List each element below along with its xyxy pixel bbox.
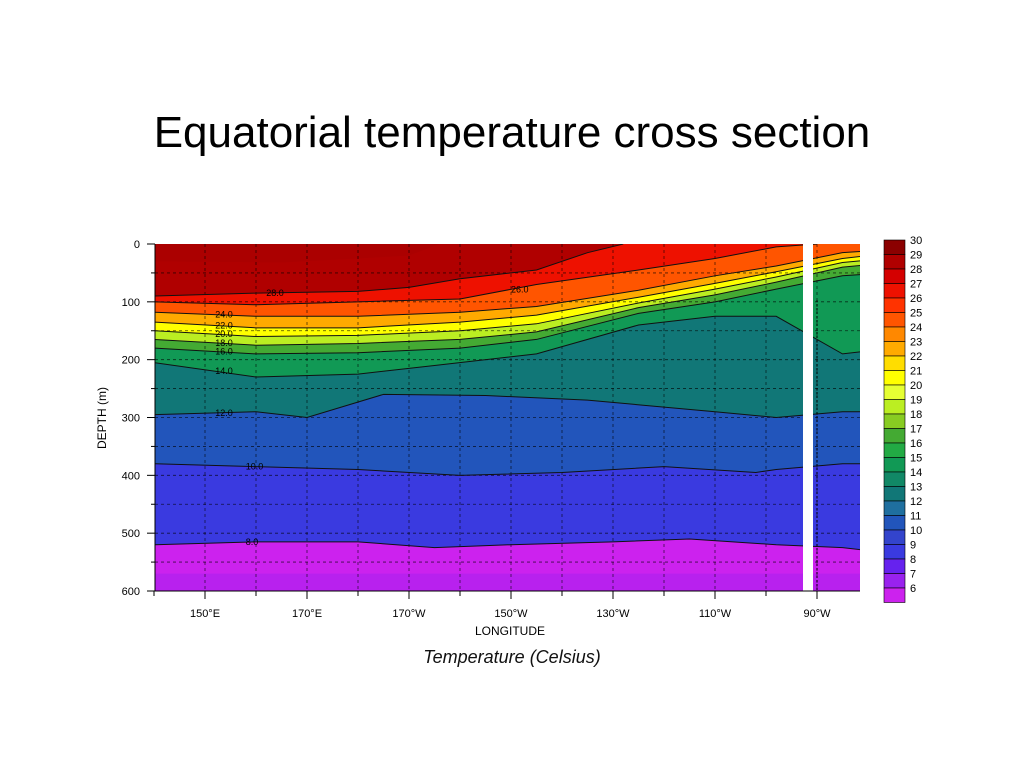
colorbar-label-12: 12 [910, 496, 922, 508]
colorbar-label-6: 6 [910, 583, 916, 595]
colorbar-swatch-29 [883, 254, 906, 270]
colorbar-label-9: 9 [910, 540, 916, 552]
x-tick-label: 90°W [803, 608, 831, 620]
isotherm-label-16: 16.0 [215, 347, 233, 357]
plot-gaps [803, 244, 872, 591]
colorbar-swatch-22 [883, 355, 906, 371]
colorbar-label-25: 25 [910, 308, 922, 320]
isotherm-label-18: 18.0 [215, 338, 233, 348]
colorbar-label-22: 22 [910, 351, 922, 363]
data-gap-right [860, 244, 872, 591]
isotherm-label-8: 8.0 [246, 537, 259, 547]
colorbar-label-13: 13 [910, 482, 922, 494]
temperature-band-6 [155, 573, 860, 591]
colorbar-swatch-6 [883, 587, 906, 603]
x-tick-label: 170°E [292, 608, 322, 620]
colorbar-label-20: 20 [910, 380, 922, 392]
colorbar-label-8: 8 [910, 554, 916, 566]
y-tick-label: 500 [122, 528, 140, 540]
isotherm-label-12: 12.0 [215, 408, 233, 418]
colorbar-label-11: 11 [910, 511, 921, 523]
y-tick-label: 0 [134, 239, 140, 251]
isotherm-label-26: 26.0 [511, 284, 529, 294]
colorbar-swatch-28 [883, 268, 906, 284]
x-tick-label: 110°W [699, 608, 732, 620]
colorbar-label-16: 16 [910, 438, 922, 450]
isotherm-label-28: 28.0 [266, 288, 284, 298]
colorbar-label-14: 14 [910, 467, 922, 479]
colorbar-label-24: 24 [910, 322, 922, 334]
colorbar-swatch-8 [883, 558, 906, 574]
colorbar-swatch-30 [883, 239, 906, 255]
colorbar-label-28: 28 [910, 264, 922, 276]
temperature-band-29 [155, 244, 501, 279]
x-tick-label: 130°W [596, 608, 630, 620]
chart-caption: Temperature (Celsius) [423, 647, 601, 667]
colorbar-label-19: 19 [910, 395, 922, 407]
colorbar-label-23: 23 [910, 337, 922, 349]
y-tick-label: 200 [122, 355, 140, 367]
plot-grid [155, 244, 860, 591]
colorbar-swatch-24 [883, 326, 906, 342]
colorbar-label-10: 10 [910, 525, 922, 537]
colorbar-swatch-23 [883, 341, 906, 357]
isotherm-label-20: 20.0 [215, 329, 233, 339]
slide-title: Equatorial temperature cross section [153, 108, 871, 157]
x-tick-label: 150°W [494, 608, 528, 620]
colorbar-label-29: 29 [910, 250, 922, 262]
x-tick-label: 150°E [190, 608, 220, 620]
colorbar-swatch-9 [883, 544, 906, 560]
plot-fill [155, 244, 860, 591]
colorbar: 30 29 28 27 26 25 24 23 22 21 20 19 18 17 16 15 14 13 12 11… [883, 235, 922, 603]
colorbar-label-7: 7 [910, 569, 916, 581]
x-axis-title: LONGITUDE [475, 624, 545, 638]
y-tick-label: 300 [122, 413, 140, 425]
isotherm-label-22: 22.0 [215, 321, 233, 331]
plot-axes: 0 100 200 300 400 500 600 150°E 170°E 170°W 150°W 1… [122, 239, 860, 620]
colorbar-swatch-13 [883, 486, 906, 502]
colorbar-swatch-14 [883, 471, 906, 487]
y-tick-label: 600 [122, 586, 140, 598]
colorbar-label-26: 26 [910, 293, 922, 305]
colorbar-swatch-27 [883, 283, 906, 299]
colorbar-swatch-10 [883, 529, 906, 545]
y-tick-label: 100 [122, 297, 140, 309]
colorbar-swatch-12 [883, 500, 906, 516]
colorbar-swatch-17 [883, 428, 906, 444]
colorbar-label-15: 15 [910, 453, 922, 465]
colorbar-label-18: 18 [910, 409, 922, 421]
isotherm-label-24: 24.0 [215, 310, 233, 320]
colorbar-swatch-11 [883, 515, 906, 531]
isotherm-label-14: 14.0 [215, 366, 233, 376]
colorbar-swatch-15 [883, 457, 906, 473]
colorbar-swatch-19 [883, 399, 906, 415]
colorbar-swatch-7 [883, 573, 906, 589]
data-gap-left [803, 244, 813, 591]
y-axis-title: DEPTH (m) [95, 387, 109, 449]
x-tick-label: 170°W [392, 608, 426, 620]
colorbar-label-17: 17 [910, 424, 922, 436]
isotherm-line-28 [155, 244, 624, 297]
colorbar-swatch-25 [883, 312, 906, 328]
colorbar-label-30: 30 [910, 235, 922, 247]
colorbar-swatch-18 [883, 413, 906, 429]
isotherm-line-26 [155, 244, 818, 306]
isotherm-label-10: 10.0 [246, 461, 264, 471]
colorbar-swatch-21 [883, 370, 906, 386]
colorbar-swatch-20 [883, 384, 906, 400]
colorbar-label-27: 27 [910, 279, 922, 291]
y-tick-label: 400 [122, 470, 140, 482]
colorbar-swatch-16 [883, 442, 906, 458]
colorbar-swatch-26 [883, 297, 906, 313]
colorbar-label-21: 21 [910, 366, 922, 378]
